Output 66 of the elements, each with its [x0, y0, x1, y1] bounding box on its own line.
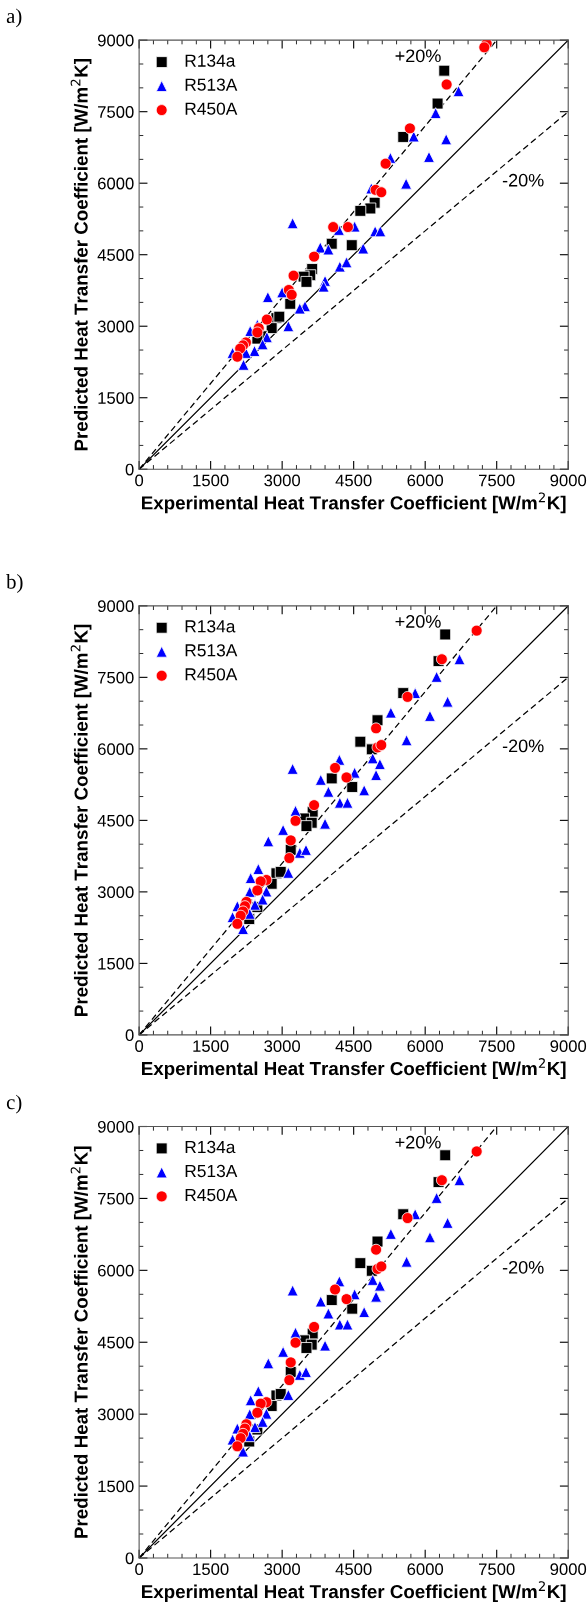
x-tick-label: 4500 [335, 474, 372, 487]
y-tick-label: 0 [125, 1029, 134, 1042]
x-tick-label: 4500 [335, 1040, 372, 1053]
x-tick-label: 3000 [264, 1563, 301, 1576]
y-tick-label: 4500 [97, 814, 134, 827]
x-tick-label: 1500 [193, 474, 229, 487]
y-tick-label: 9000 [97, 600, 134, 613]
y-tick-label: 4500 [97, 1336, 134, 1349]
y-tick-label: 9000 [97, 1120, 134, 1133]
legend-label: R513A [185, 78, 238, 91]
x-axis-title: Experimental Heat Transfer Coefficient [W/m$^{2}$K] [142, 1058, 566, 1079]
legend-label: R513A [185, 644, 238, 657]
chart-title: c) [6, 1094, 22, 1114]
x-tick-label: 0 [135, 1040, 144, 1053]
legend-label: R513A [185, 1164, 238, 1178]
y-tick-label: 7500 [98, 106, 134, 118]
x-tick-label: 4500 [335, 1563, 372, 1576]
legend-label: R450A [185, 668, 238, 681]
annotation: -20% [502, 739, 544, 753]
y-tick-label: 1500 [98, 1480, 134, 1493]
x-tick-label: 7500 [479, 474, 515, 487]
x-tick-label: 1500 [193, 1563, 229, 1576]
x-tick-label: 3000 [264, 1040, 301, 1053]
y-tick-label: 3000 [97, 1408, 134, 1421]
annotation: -20% [502, 1260, 544, 1274]
y-axis-title: Predicted Heat Transfer Coefficient [W/m$^{2}$K] [70, 1146, 92, 1538]
x-tick-label: 9000 [550, 474, 587, 487]
y-tick-label: 1500 [98, 957, 134, 970]
chart-title: b) [6, 574, 23, 593]
annotation: +20% [395, 49, 441, 63]
x-axis-title: Experimental Heat Transfer Coefficient [W/m$^{2}$K] [142, 1581, 566, 1602]
y-axis-title: Predicted Heat Transfer Coefficient [W/m$^{2}$K] [70, 624, 92, 1016]
x-tick-label: 9000 [550, 1563, 587, 1576]
chart-title: a) [6, 8, 22, 28]
x-tick-label: 6000 [407, 1040, 444, 1053]
legend-label: R450A [185, 1188, 238, 1202]
y-tick-label: 7500 [98, 1192, 134, 1205]
x-tick-label: 1500 [193, 1040, 229, 1053]
y-tick-label: 0 [125, 1552, 134, 1565]
annotation: +20% [395, 615, 441, 628]
x-tick-label: 7500 [479, 1040, 515, 1053]
y-tick-label: 9000 [97, 34, 134, 47]
y-tick-label: 0 [125, 463, 134, 476]
y-tick-label: 6000 [98, 1264, 134, 1277]
y-tick-label: 3000 [97, 320, 134, 333]
annotation: -20% [502, 173, 544, 187]
legend-label: R134a [185, 54, 236, 67]
y-tick-label: 7500 [98, 671, 134, 684]
annotation: +20% [395, 1135, 441, 1149]
legend-label: R134a [185, 620, 236, 633]
x-tick-label: 9000 [550, 1040, 587, 1053]
x-tick-label: 3000 [264, 474, 301, 487]
y-tick-label: 1500 [98, 392, 134, 404]
x-tick-label: 7500 [479, 1563, 515, 1576]
y-tick-label: 4500 [97, 249, 134, 261]
legend-label: R134a [185, 1140, 236, 1154]
x-axis-title: Experimental Heat Transfer Coefficient [W/m$^{2}$K] [142, 492, 566, 514]
x-tick-label: 6000 [407, 1563, 444, 1576]
y-axis-title: Predicted Heat Transfer Coefficient [W/m$^{2}$K] [70, 59, 92, 451]
x-tick-label: 0 [135, 1563, 144, 1576]
legend-label: R450A [185, 102, 238, 115]
y-tick-label: 3000 [97, 886, 134, 899]
y-tick-label: 6000 [98, 743, 134, 756]
y-tick-label: 6000 [98, 177, 134, 190]
x-tick-label: 6000 [407, 474, 444, 487]
x-tick-label: 0 [135, 474, 144, 487]
